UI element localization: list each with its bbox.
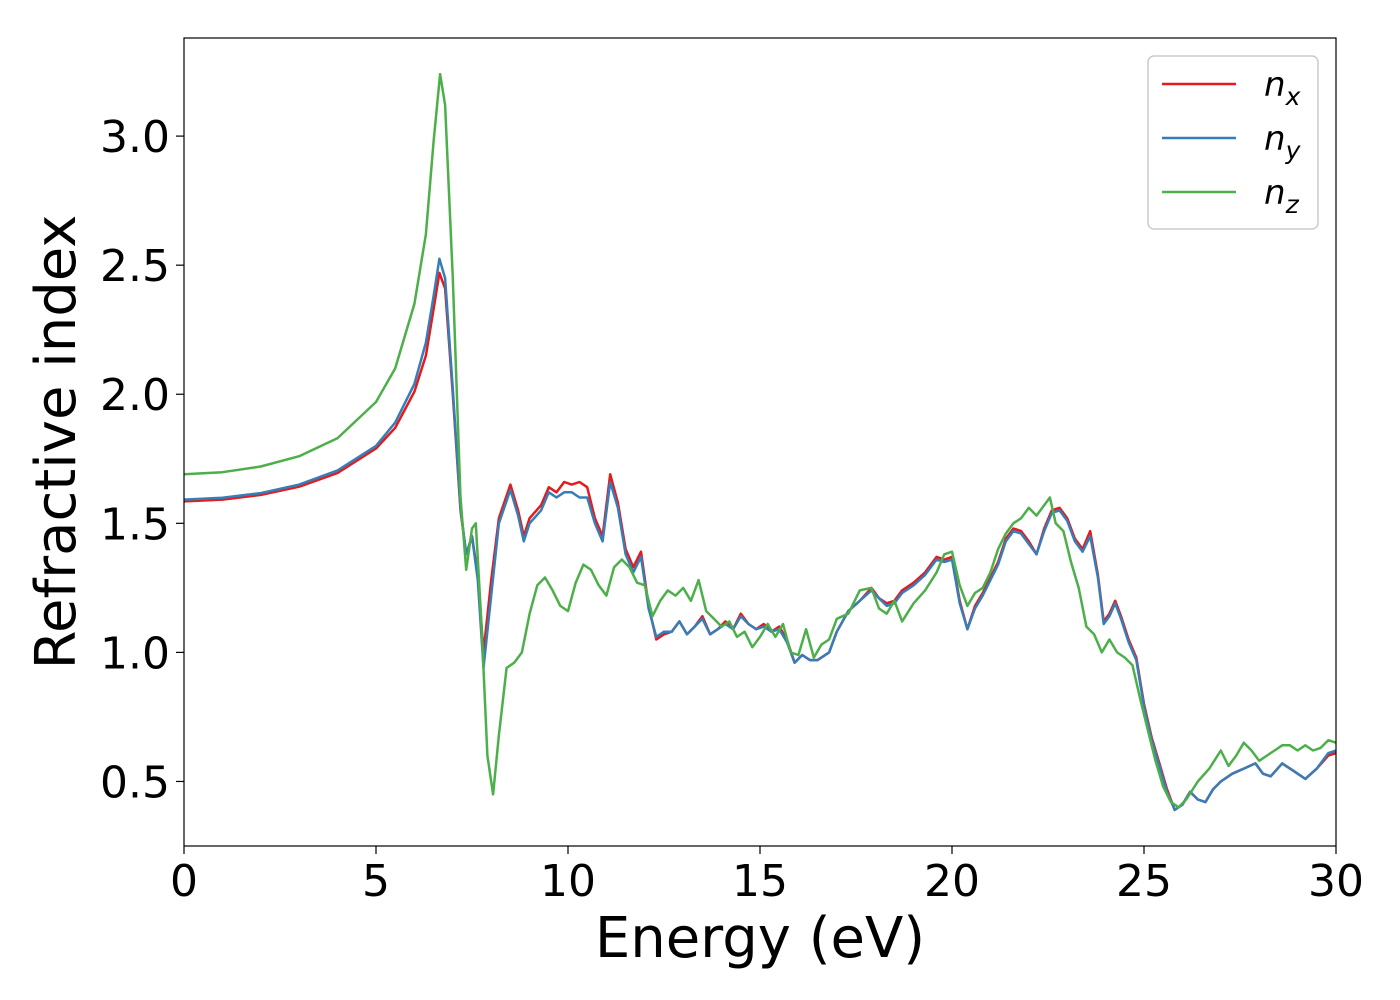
legend-box: [1147, 55, 1319, 230]
x-tick-label: 10: [540, 856, 596, 907]
x-tick-label: 15: [732, 856, 788, 907]
y-tick-label: 2.0: [100, 370, 170, 421]
legend: nx ny nz: [1147, 55, 1319, 230]
y-tick-label: 0.5: [100, 757, 170, 808]
y-tick-label: 1.5: [100, 499, 170, 550]
series-line-nz: [184, 72, 1336, 809]
x-tick-label: 20: [924, 856, 980, 907]
y-tick-label: 3.0: [100, 112, 170, 163]
y-tick-label: 2.5: [100, 241, 170, 292]
x-axis-label: Energy (eV): [595, 906, 925, 971]
series-group: [184, 72, 1336, 812]
y-tick-label: 1.0: [100, 628, 170, 679]
x-tick-label: 5: [362, 856, 390, 907]
x-tick-label: 30: [1308, 856, 1364, 907]
legend-label-nz: nz: [1264, 173, 1300, 219]
series-line-ny: [184, 257, 1336, 812]
legend-label-ny: ny: [1264, 119, 1302, 165]
x-tick-label: 0: [170, 856, 198, 907]
x-tick-label: 25: [1116, 856, 1172, 907]
y-axis-label: Refractive index: [24, 215, 89, 670]
x-axis-ticks: 0 5 10 15 20 25 30: [170, 846, 1364, 907]
y-axis-ticks: 0.5 1.0 1.5 2.0 2.5 3.0: [100, 112, 184, 808]
legend-label-nx: nx: [1264, 65, 1301, 111]
